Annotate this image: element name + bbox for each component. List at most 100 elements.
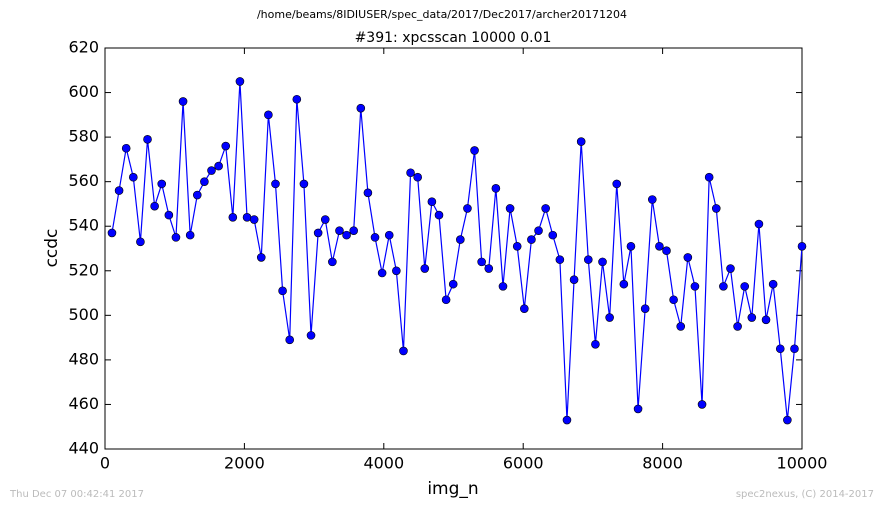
data-point (363, 188, 373, 198)
data-point (335, 226, 344, 235)
y-tick-label: 500 (68, 305, 99, 324)
footer-right: spec2nexus, (C) 2014-2017 (736, 489, 874, 500)
data-point (640, 304, 650, 313)
data-line (111, 81, 803, 421)
y-tick-label: 600 (68, 82, 99, 101)
data-point (676, 322, 686, 331)
data-point (754, 219, 764, 229)
data-point (356, 103, 366, 113)
data-point (612, 179, 622, 189)
data-point (214, 161, 223, 171)
y-tick-label: 440 (68, 439, 99, 458)
data-point (484, 264, 494, 273)
y-tick-label: 540 (68, 216, 99, 235)
data-point (448, 279, 458, 289)
data-point (157, 179, 167, 189)
data-point (271, 179, 280, 189)
data-point (775, 344, 785, 354)
data-point (697, 400, 707, 409)
data-point (747, 313, 757, 322)
data-point (726, 264, 735, 273)
data-point (562, 415, 572, 425)
y-tick-label: 580 (68, 127, 99, 146)
data-point (456, 235, 465, 244)
data-point (292, 94, 302, 104)
data-point (647, 195, 657, 204)
data-point (598, 257, 607, 267)
x-tick-label: 4000 (363, 454, 404, 473)
data-point (520, 304, 529, 313)
data-point (264, 110, 273, 120)
data-point (534, 226, 543, 235)
data-point (619, 279, 629, 289)
data-point (107, 228, 117, 238)
data-point (470, 146, 479, 155)
data-point (313, 228, 323, 238)
data-point (569, 275, 579, 284)
data-point (320, 215, 330, 224)
data-point (121, 143, 131, 153)
data-point (683, 253, 693, 262)
data-point (171, 233, 181, 242)
data-point (249, 215, 259, 224)
data-point (242, 213, 252, 222)
data-point (463, 204, 472, 213)
y-tick-label: 520 (68, 260, 99, 279)
data-point (441, 295, 451, 305)
data-point (704, 172, 714, 182)
x-tick-label: 6000 (503, 454, 544, 473)
data-point (477, 257, 486, 267)
data-point (512, 241, 522, 251)
data-point (384, 230, 394, 240)
data-point (420, 264, 430, 273)
data-point (306, 331, 316, 340)
data-point (555, 255, 565, 264)
data-point (164, 210, 174, 220)
data-point (797, 241, 807, 251)
data-point (583, 255, 593, 264)
data-point (256, 253, 266, 262)
data-point (505, 204, 515, 213)
data-point (228, 213, 238, 222)
data-point (576, 137, 586, 146)
data-point (207, 166, 216, 175)
data-point (143, 135, 152, 144)
data-point (235, 77, 245, 86)
data-point (626, 241, 636, 251)
data-point (285, 335, 295, 345)
data-point (328, 257, 337, 267)
data-point (136, 237, 145, 247)
data-point (690, 282, 700, 291)
y-tick-label: 560 (68, 171, 99, 190)
x-tick-label: 10000 (777, 454, 828, 473)
data-point (591, 339, 600, 349)
suptitle: /home/beams/8IDIUSER/spec_data/2017/Dec2… (257, 8, 627, 21)
data-point (633, 404, 643, 414)
data-point (349, 226, 358, 235)
y-axis-label: ccdc (42, 229, 62, 268)
data-point (783, 415, 792, 425)
data-point (377, 268, 387, 278)
data-point (299, 179, 309, 189)
data-point (761, 315, 771, 325)
x-tick-label: 2000 (224, 454, 265, 473)
data-point (740, 282, 750, 291)
data-point (128, 172, 138, 182)
data-point (150, 201, 159, 211)
data-point (498, 282, 508, 291)
data-point (178, 97, 188, 106)
x-tick-label: 8000 (642, 454, 683, 473)
data-point (370, 233, 380, 242)
data-point (719, 282, 728, 291)
data-point (655, 241, 664, 251)
data-point (114, 186, 124, 195)
data-point (605, 313, 614, 322)
data-point (342, 230, 351, 240)
data-point (491, 184, 501, 193)
footer-left: Thu Dec 07 00:42:41 2017 (9, 489, 144, 500)
data-point (733, 322, 742, 331)
y-tick-label: 460 (68, 394, 99, 413)
data-point (192, 190, 202, 200)
chart-title: #391: xpcsscan 10000 0.01 (355, 30, 552, 46)
